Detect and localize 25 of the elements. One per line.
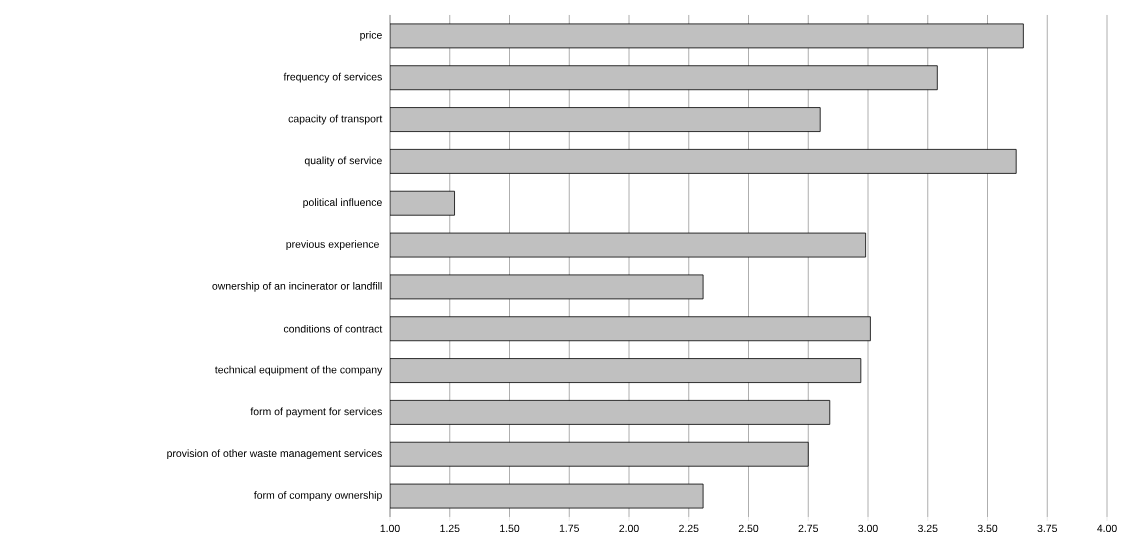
y-tick-label: previous experience	[286, 240, 379, 250]
x-tick-label: 1.75	[559, 524, 579, 532]
x-tick-label: 4.00	[1097, 524, 1117, 533]
y-tick-label: conditions of contract	[283, 324, 383, 333]
y-tick-label: form of payment for services	[250, 407, 382, 418]
x-tick-label: 1.00	[380, 524, 400, 533]
y-tick-label: provision of other waste management services	[167, 449, 382, 460]
y-tick-label: political influence	[303, 198, 382, 209]
x-tick-label: 2.50	[738, 524, 759, 533]
x-tick-label: 3.00	[858, 524, 878, 533]
x-tick-label: 3.50	[977, 524, 998, 533]
y-tick-label: technical equipment of the company	[215, 365, 383, 376]
x-tick-label: 3.25	[917, 524, 938, 533]
y-tick-label: form of company ownership	[253, 491, 382, 501]
x-tick-label: 2.25	[679, 524, 699, 533]
x-tick-label: 1.50	[500, 524, 520, 533]
x-tick-label: 3.75	[1037, 524, 1057, 533]
y-tick-label: quality of service	[304, 156, 382, 167]
x-tick-label: 2.00	[619, 524, 639, 533]
x-tick-label: 2.75	[798, 524, 818, 533]
y-tick-label: price	[360, 31, 382, 41]
y-tick-label: capacity of transport	[288, 114, 383, 125]
y-tick-label: ownership of an incinerator or landfill	[212, 282, 382, 292]
x-tick-label: 1.25	[440, 524, 460, 533]
y-tick-label: frequency of services	[283, 72, 382, 83]
